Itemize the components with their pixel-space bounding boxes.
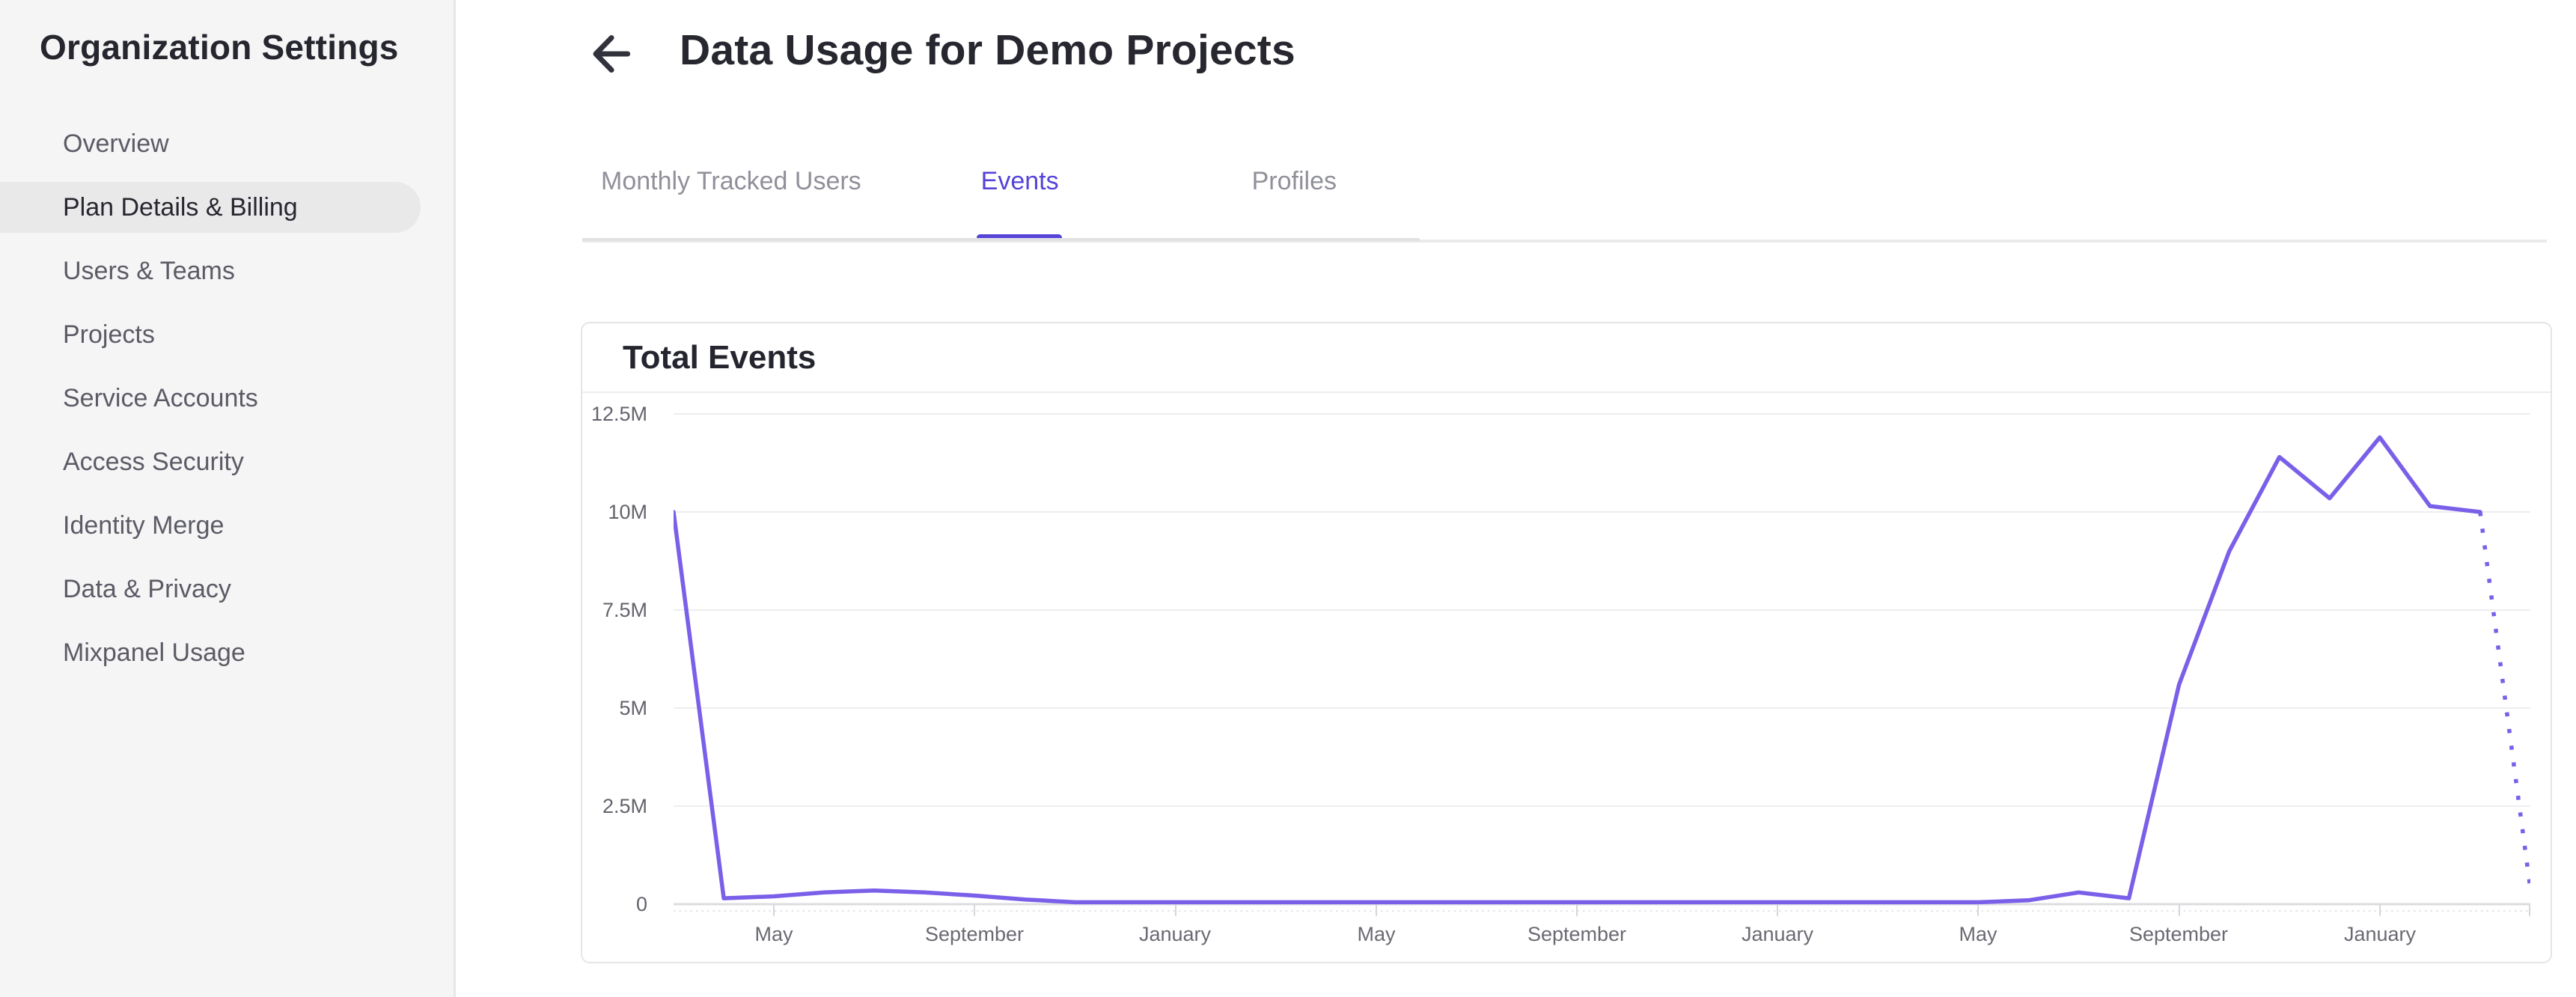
events-line-projected: [2478, 511, 2530, 889]
x-axis-ticks: [773, 904, 2530, 916]
y-tick-label: 5M: [619, 697, 647, 719]
arrow-left-icon: [590, 34, 632, 80]
sidebar-item-mixpanel-usage[interactable]: Mixpanel Usage: [63, 638, 245, 667]
card-title: Total Events: [623, 338, 817, 376]
x-tick-label: January: [1741, 923, 1814, 945]
tab-profiles[interactable]: Profiles: [1252, 166, 1337, 241]
tab-label: Profiles: [1251, 167, 1337, 195]
tab-label: Events: [980, 167, 1059, 195]
y-tick-label: 10M: [608, 501, 647, 523]
tab-events[interactable]: Events: [976, 166, 1062, 241]
tab-divider: [582, 238, 2547, 243]
gridlines: [674, 413, 2530, 807]
x-tick-label: September: [924, 923, 1025, 945]
sidebar-item-users-teams[interactable]: Users & Teams: [63, 257, 235, 285]
total-events-card: Total Events: [581, 322, 2552, 963]
tab-label: Monthly Tracked Users: [601, 167, 861, 195]
x-tick-label: May: [754, 923, 793, 945]
x-tick-label: January: [2343, 923, 2417, 945]
y-tick-label: 2.5M: [602, 795, 647, 817]
y-tick-label: 0: [635, 893, 647, 915]
sidebar-item-overview[interactable]: Overview: [63, 129, 169, 158]
tab-bar: Monthly Tracked Users Events Profiles: [601, 166, 1337, 241]
sidebar-item-projects[interactable]: Projects: [63, 320, 155, 349]
active-tab-underline: [976, 234, 1062, 241]
sidebar-title: Organization Settings: [40, 28, 399, 67]
back-button[interactable]: [590, 30, 632, 78]
y-tick-label: 12.5M: [590, 403, 647, 425]
x-tick-label: September: [2128, 923, 2229, 945]
x-tick-label: May: [1357, 923, 1396, 945]
x-tick-label: May: [1959, 923, 1997, 945]
sidebar: Organization Settings Overview Plan Deta…: [0, 0, 456, 997]
sidebar-item-plan-details-billing[interactable]: Plan Details & Billing: [0, 182, 421, 233]
sidebar-item-data-privacy[interactable]: Data & Privacy: [63, 575, 231, 603]
page-title: Data Usage for Demo Projects: [680, 26, 1295, 74]
events-line-chart[interactable]: [674, 404, 2530, 921]
sidebar-item-service-accounts[interactable]: Service Accounts: [63, 384, 258, 412]
card-header: Total Events: [582, 323, 2551, 393]
x-tick-label: January: [1138, 923, 1212, 945]
sidebar-item-identity-merge[interactable]: Identity Merge: [63, 511, 225, 540]
x-tick-label: September: [1527, 923, 1627, 945]
tab-divider-dark-segment: [582, 238, 1420, 241]
events-line: [674, 435, 2482, 905]
y-tick-label: 7.5M: [602, 599, 647, 621]
sidebar-nav: Overview Plan Details & Billing Users & …: [0, 118, 456, 691]
tab-monthly-tracked-users[interactable]: Monthly Tracked Users: [601, 166, 861, 241]
sidebar-item-access-security[interactable]: Access Security: [63, 448, 244, 476]
